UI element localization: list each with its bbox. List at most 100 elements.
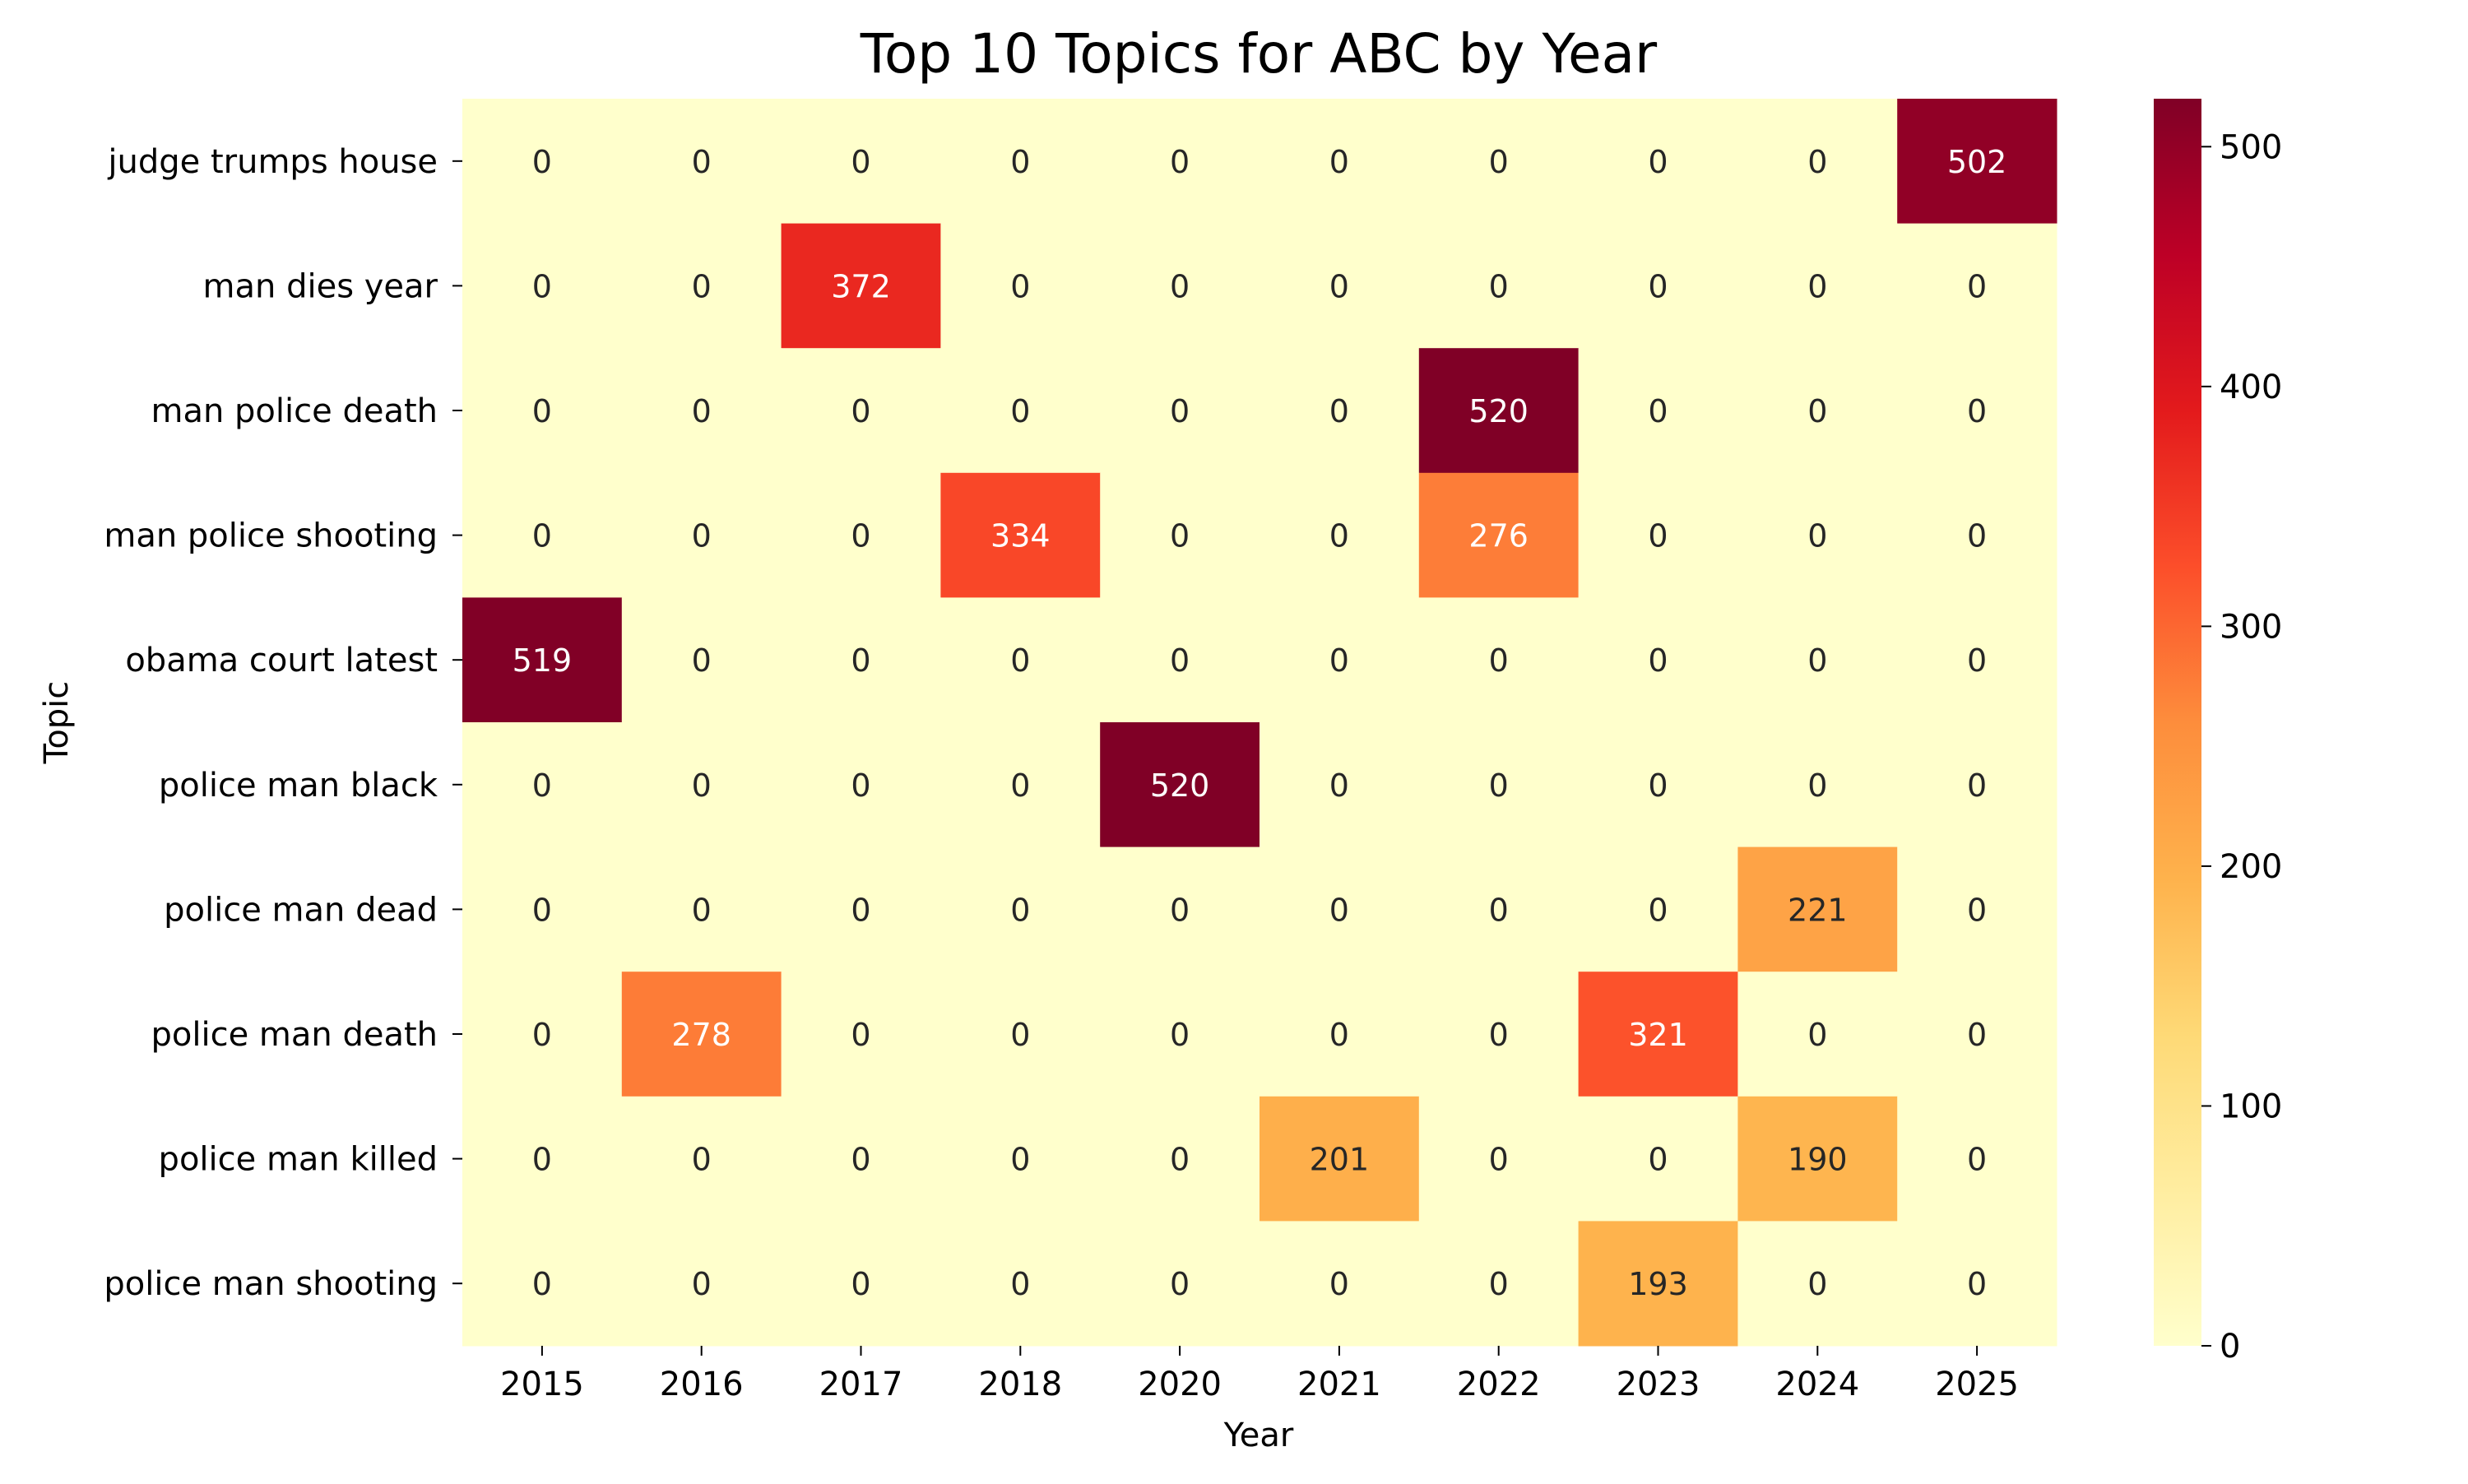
cell-value-label: 0 (1967, 393, 1987, 429)
cell-value-label: 201 (1310, 1142, 1370, 1178)
cell-value-label: 0 (1648, 268, 1668, 304)
heatmap-cell (1578, 1096, 1738, 1222)
colorbar-tick-label: 400 (2220, 369, 2282, 406)
cell-value-label: 0 (1807, 144, 1827, 180)
heatmap-cell (1897, 597, 2057, 723)
y-tick-label: police man death (151, 1016, 438, 1054)
heatmap-cell (1260, 1221, 1420, 1347)
y-tick-label: man police death (151, 392, 438, 430)
cell-value-label: 0 (532, 1266, 552, 1302)
cell-value-label: 0 (1329, 1266, 1349, 1302)
heatmap-cell (1100, 846, 1260, 972)
heatmap-cell (1260, 472, 1420, 598)
heatmap-cell-labels: 0 0 0 0 0 0 0 0 0 502 0 0 372 0 0 0 0 0 0 0 0 0 0 0 0 0 520 0 0 0 0 0 0 3… (513, 144, 2007, 1302)
cell-value-label: 0 (692, 768, 712, 804)
heatmap-cell (1897, 722, 2057, 848)
heatmap-cell (1418, 472, 1580, 598)
cell-value-label: 0 (1489, 268, 1509, 304)
cell-value-label: 520 (1150, 768, 1210, 804)
cell-value-label: 0 (532, 1017, 552, 1053)
heatmap-cell (1897, 472, 2057, 598)
cell-value-label: 0 (1967, 1266, 1987, 1302)
heatmap-cell (1578, 722, 1738, 848)
heatmap-cell (1897, 1221, 2057, 1347)
heatmap-cell (940, 972, 1101, 1097)
heatmap-cell (1418, 597, 1580, 723)
cell-value-label: 520 (1468, 393, 1529, 429)
cell-value-label: 0 (532, 393, 552, 429)
cell-value-label: 321 (1628, 1017, 1688, 1053)
cell-value-label: 0 (1170, 1266, 1190, 1302)
heatmap-cell (621, 472, 782, 598)
cell-value-label: 0 (1489, 1266, 1509, 1302)
cell-value-label: 0 (1010, 642, 1030, 679)
cell-value-label: 0 (1648, 1142, 1668, 1178)
heatmap-cell (1260, 223, 1420, 349)
heatmap-cell (1100, 1096, 1260, 1222)
cell-value-label: 193 (1628, 1266, 1688, 1302)
cell-value-label: 0 (1648, 518, 1668, 554)
cell-value-label: 0 (1329, 1017, 1349, 1053)
heatmap-cell (621, 348, 782, 474)
heatmap-cell (1418, 972, 1580, 1097)
cell-value-label: 0 (1170, 642, 1190, 679)
cell-value-label: 0 (1967, 892, 1987, 928)
heatmap-cell (781, 972, 941, 1097)
heatmap-cell (1737, 472, 1898, 598)
x-tick-label: 2021 (1297, 1366, 1381, 1403)
cell-value-label: 0 (1170, 518, 1190, 554)
cell-value-label: 0 (1967, 1017, 1987, 1053)
heatmap-cell (462, 846, 623, 972)
cell-value-label: 0 (1010, 144, 1030, 180)
heatmap-cell (462, 1096, 623, 1222)
cell-value-label: 0 (1807, 393, 1827, 429)
cell-value-label: 0 (1010, 768, 1030, 804)
colorbar-tick-label: 300 (2220, 608, 2282, 646)
cell-value-label: 0 (692, 892, 712, 928)
cell-value-label: 0 (1489, 642, 1509, 679)
cell-value-label: 190 (1788, 1142, 1848, 1178)
heatmap-cell (1100, 722, 1260, 848)
cell-value-label: 502 (1947, 144, 2007, 180)
heatmap-cell (940, 348, 1101, 474)
colorbar-tick-label: 500 (2220, 128, 2282, 166)
cell-value-label: 0 (851, 1266, 870, 1302)
heatmap-cell (1897, 223, 2057, 349)
heatmap-cell (781, 1221, 941, 1347)
heatmap-cell (621, 972, 782, 1097)
cell-value-label: 0 (692, 518, 712, 554)
cell-value-label: 0 (1807, 1017, 1827, 1053)
x-axis-label: Year (1223, 1417, 1294, 1454)
cell-value-label: 0 (1967, 1142, 1987, 1178)
heatmap-cell (1578, 223, 1738, 349)
heatmap-cell (1260, 597, 1420, 723)
heatmap-cell (1578, 972, 1738, 1097)
heatmap-cell (462, 1221, 623, 1347)
cell-value-label: 0 (1170, 1142, 1190, 1178)
cell-value-label: 0 (1807, 768, 1827, 804)
cell-value-label: 0 (851, 642, 870, 679)
cell-value-label: 0 (1489, 1017, 1509, 1053)
cell-value-label: 221 (1788, 892, 1848, 928)
cell-value-label: 0 (1010, 268, 1030, 304)
heatmap-cell (781, 1096, 941, 1222)
heatmap-cell (1418, 99, 1580, 225)
y-axis-label: Topic (38, 681, 76, 765)
x-axis: 2015 2016 2017 2018 2020 2021 2022 2023 2024 2025 (500, 1346, 2019, 1403)
heatmap-cell (940, 597, 1101, 723)
cell-value-label: 0 (1807, 642, 1827, 679)
colorbar-tick-label: 200 (2220, 848, 2282, 886)
heatmap-cell (1897, 1096, 2057, 1222)
cell-value-label: 0 (1329, 892, 1349, 928)
heatmap-cell (940, 846, 1101, 972)
heatmap-cell (1737, 223, 1898, 349)
heatmap-cell (621, 1221, 782, 1347)
cell-value-label: 0 (1010, 1017, 1030, 1053)
cell-value-label: 519 (513, 642, 573, 679)
cell-value-label: 0 (692, 144, 712, 180)
heatmap-cell (1578, 472, 1738, 598)
cell-value-label: 276 (1468, 518, 1529, 554)
cell-value-label: 0 (1010, 1266, 1030, 1302)
heatmap-cell (940, 99, 1101, 225)
x-tick-label: 2022 (1457, 1366, 1541, 1403)
